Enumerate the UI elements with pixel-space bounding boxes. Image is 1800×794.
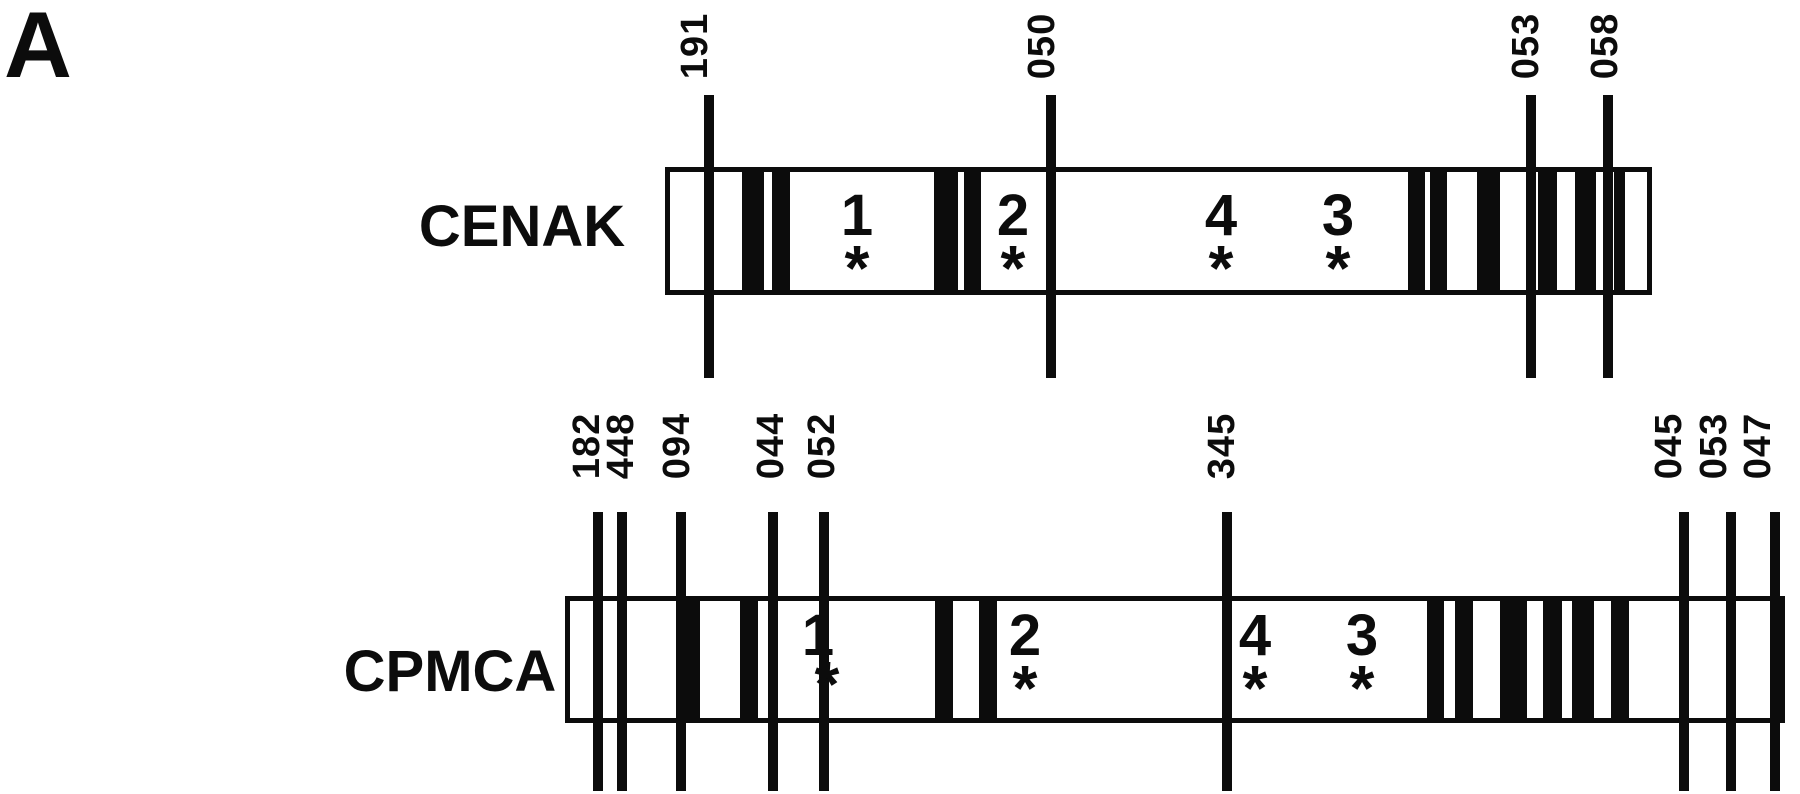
probe-band [1572, 601, 1594, 718]
probe-band [740, 601, 758, 718]
marker-label-094: 094 [656, 412, 698, 480]
site-number-2: 2 [1008, 603, 1042, 668]
site-asterisk-icon: * [1012, 652, 1038, 724]
site-asterisk-icon: * [1242, 652, 1268, 724]
construct-label-cenak: CENAK [418, 194, 626, 259]
marker-label-448: 448 [600, 412, 642, 480]
probe-band [1538, 172, 1557, 290]
construct-label-cpmca: CPMCA [343, 639, 557, 704]
probe-band [935, 601, 953, 718]
marker-label-053: 053 [1505, 12, 1547, 80]
probe-band [1408, 172, 1425, 290]
marker-label-052: 052 [801, 412, 843, 480]
site-number-2: 2 [996, 183, 1030, 248]
marker-label-053: 053 [1693, 412, 1735, 480]
probe-band [1500, 601, 1527, 718]
marker-line-045 [1679, 512, 1689, 791]
probe-band [979, 601, 997, 718]
marker-line-182 [593, 512, 603, 791]
panel-letter: A [4, 0, 72, 97]
site-asterisk-icon: * [1208, 232, 1234, 304]
probe-band [934, 172, 958, 290]
site-number-3: 3 [1321, 183, 1355, 248]
probe-band [1477, 172, 1500, 290]
marker-line-044 [768, 512, 778, 791]
site-asterisk-icon: * [1349, 652, 1375, 724]
probe-band [964, 172, 981, 290]
marker-line-345 [1222, 512, 1232, 791]
site-asterisk-icon: * [814, 648, 840, 720]
site-number-4: 4 [1238, 603, 1272, 668]
probe-band [1543, 601, 1562, 718]
marker-label-044: 044 [750, 412, 792, 480]
probe-band [1427, 601, 1444, 718]
probe-band [1611, 601, 1629, 718]
marker-line-094 [676, 512, 686, 791]
marker-line-053 [1726, 512, 1736, 791]
marker-label-058: 058 [1584, 12, 1626, 80]
site-asterisk-icon: * [1325, 232, 1351, 304]
marker-line-050 [1046, 95, 1056, 378]
probe-band [742, 172, 764, 290]
marker-line-052 [819, 512, 829, 791]
marker-line-053 [1526, 95, 1536, 378]
probe-band [1575, 172, 1596, 290]
site-number-3: 3 [1345, 603, 1379, 668]
probe-band [1430, 172, 1447, 290]
probe-band [772, 172, 790, 290]
marker-line-448 [617, 512, 627, 791]
site-asterisk-icon: * [1000, 232, 1026, 304]
marker-label-050: 050 [1021, 12, 1063, 80]
marker-line-047 [1770, 512, 1780, 791]
construct-box-cenak [665, 167, 1652, 295]
marker-label-045: 045 [1648, 412, 1690, 480]
site-asterisk-icon: * [844, 232, 870, 304]
probe-band [1455, 601, 1473, 718]
marker-line-058 [1603, 95, 1613, 378]
site-number-4: 4 [1204, 183, 1238, 248]
marker-label-345: 345 [1201, 412, 1243, 480]
site-number-1: 1 [840, 183, 874, 248]
marker-label-191: 191 [674, 12, 716, 80]
probe-band [1614, 172, 1625, 290]
marker-line-191 [704, 95, 714, 378]
marker-label-047: 047 [1737, 412, 1779, 480]
